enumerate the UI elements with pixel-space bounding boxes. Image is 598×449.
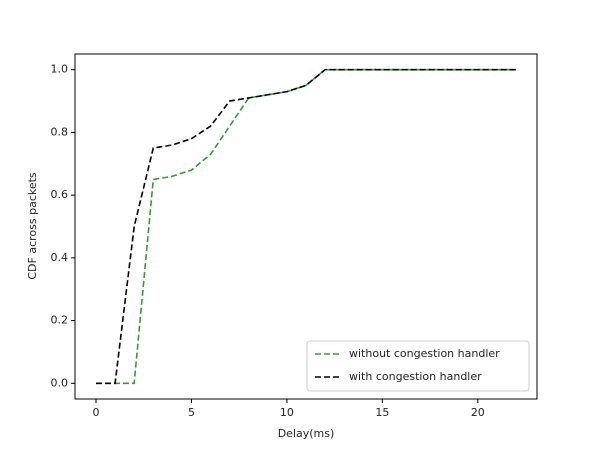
legend-box: [306, 340, 530, 392]
y-tick-label: 0.8: [51, 125, 69, 138]
x-axis-label: Delay(ms): [278, 427, 335, 440]
y-tick-label: 0.2: [51, 314, 69, 327]
legend-label: with congestion handler: [349, 370, 482, 383]
line-series: [96, 68, 516, 385]
axes-frame: [74, 53, 538, 400]
y-tick-label: 0.4: [51, 251, 69, 264]
x-tick-label: 5: [188, 406, 195, 419]
y-tick-label: 1.0: [51, 63, 69, 76]
x-tick-label: 0: [93, 406, 100, 419]
x-tick-label: 10: [280, 406, 294, 419]
line-series: [96, 68, 516, 385]
x-tick-label: 15: [375, 406, 389, 419]
y-axis-label: CDF across packets: [26, 172, 39, 280]
x-tick-label: 20: [471, 406, 485, 419]
y-tick-label: 0.0: [51, 376, 69, 389]
legend-label: without congestion handler: [349, 347, 500, 360]
y-tick-label: 0.6: [51, 188, 69, 201]
